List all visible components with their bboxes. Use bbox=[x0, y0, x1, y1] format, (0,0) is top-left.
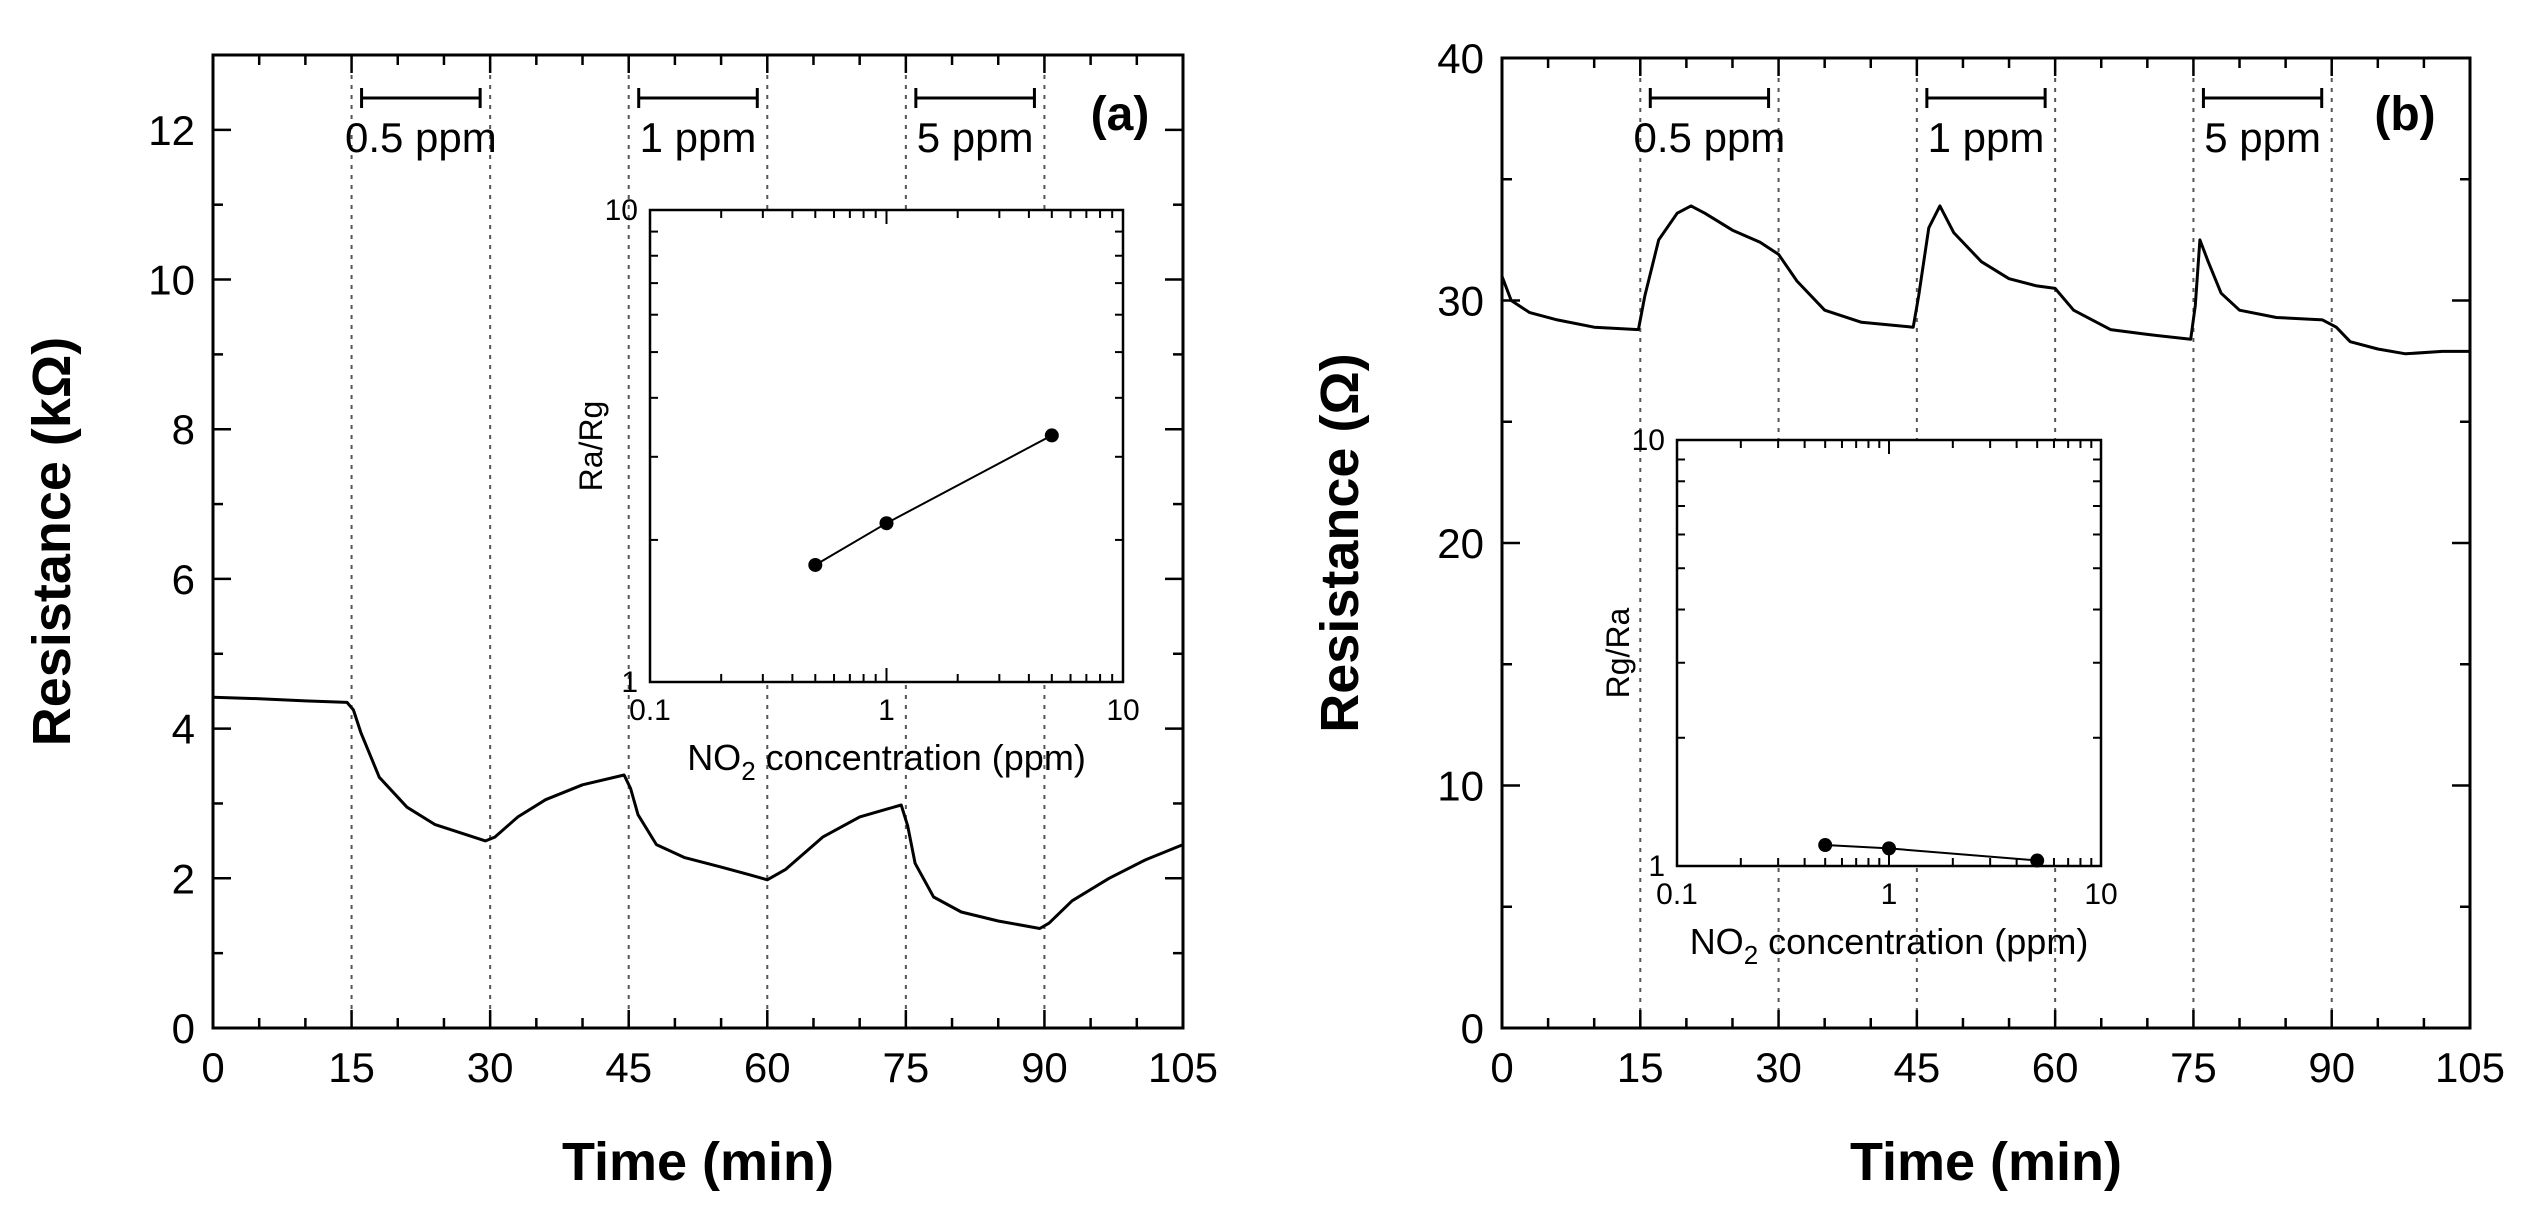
y-axis-label: Resistance (Ω) bbox=[1310, 353, 1370, 732]
inset-y-tick-label: 1 bbox=[1648, 850, 1665, 883]
y-tick-label: 8 bbox=[172, 406, 195, 453]
panel-label: (b) bbox=[2374, 88, 2435, 141]
exposure-label: 0.5 ppm bbox=[1634, 114, 1786, 161]
y-tick-label: 6 bbox=[172, 556, 195, 603]
inset-x-tick-label: 1 bbox=[878, 694, 895, 727]
plot-frame bbox=[211, 53, 1185, 1030]
x-axis-label: Time (min) bbox=[1850, 1132, 2122, 1192]
inset-data-point bbox=[1882, 841, 1896, 856]
y-axis-label: Resistance (kΩ) bbox=[22, 337, 82, 746]
exposure-label: 1 ppm bbox=[640, 114, 757, 161]
y-tick-label: 10 bbox=[1437, 763, 1484, 810]
inset-x-label-main: NO bbox=[1690, 921, 1744, 962]
inset-data-point bbox=[808, 557, 823, 572]
x-tick-label: 75 bbox=[882, 1044, 929, 1091]
inset-x-label-subscript: 2 bbox=[1744, 940, 1758, 970]
y-tick-label: 40 bbox=[1437, 35, 1484, 82]
x-tick-label: 0 bbox=[1490, 1044, 1513, 1091]
exposure-label: 5 ppm bbox=[2204, 114, 2321, 161]
y-tick-label: 12 bbox=[148, 107, 195, 154]
inset-data-point bbox=[1818, 838, 1833, 853]
inset-x-label-rest: concentration (ppm) bbox=[756, 737, 1086, 778]
x-tick-label: 30 bbox=[1755, 1044, 1802, 1091]
inset-frame bbox=[1675, 438, 2103, 868]
y-tick-label: 0 bbox=[172, 1005, 195, 1052]
exposure-label: 0.5 ppm bbox=[345, 114, 497, 161]
panel-label: (a) bbox=[1091, 88, 1150, 141]
y-tick-label: 30 bbox=[1437, 278, 1484, 325]
inset-x-tick-label: 0.1 bbox=[1656, 878, 1698, 911]
y-tick-label: 0 bbox=[1461, 1005, 1484, 1052]
y-tick-label: 20 bbox=[1437, 520, 1484, 567]
x-tick-label: 105 bbox=[1148, 1044, 1218, 1091]
inset-y-axis-label: Ra/Rg bbox=[573, 401, 609, 492]
inset-y-tick-label: 1 bbox=[621, 666, 638, 699]
inset-x-tick-label: 10 bbox=[2084, 878, 2117, 911]
inset-x-label-main: NO bbox=[687, 737, 741, 778]
x-tick-label: 90 bbox=[2308, 1044, 2355, 1091]
x-tick-label: 30 bbox=[467, 1044, 514, 1091]
x-tick-label: 105 bbox=[2435, 1044, 2505, 1091]
inset-data-point bbox=[2030, 853, 2045, 868]
y-tick-label: 10 bbox=[148, 257, 195, 304]
x-tick-label: 60 bbox=[2032, 1044, 2079, 1091]
inset-x-tick-label: 1 bbox=[1881, 878, 1898, 911]
x-tick-label: 90 bbox=[1021, 1044, 1068, 1091]
y-tick-label: 4 bbox=[172, 706, 195, 753]
inset-x-axis-label: NO2 concentration (ppm) bbox=[687, 737, 1086, 786]
inset-x-tick-label: 10 bbox=[1106, 694, 1139, 727]
inset-y-axis-label: Rg/Ra bbox=[1600, 607, 1636, 698]
inset-frame bbox=[648, 208, 1125, 684]
y-tick-label: 2 bbox=[172, 855, 195, 902]
x-tick-label: 15 bbox=[328, 1044, 375, 1091]
x-tick-label: 60 bbox=[744, 1044, 791, 1091]
x-tick-label: 45 bbox=[605, 1044, 652, 1091]
inset-x-label-subscript: 2 bbox=[741, 756, 755, 786]
resistance-series-line bbox=[1500, 204, 2470, 356]
x-tick-label: 45 bbox=[1893, 1044, 1940, 1091]
x-tick-label: 15 bbox=[1617, 1044, 1664, 1091]
exposure-label: 1 ppm bbox=[1928, 114, 2045, 161]
inset-data-point bbox=[1044, 428, 1059, 443]
inset-x-tick-label: 0.1 bbox=[629, 694, 671, 727]
inset-y-tick-label: 10 bbox=[1632, 424, 1665, 457]
x-tick-label: 75 bbox=[2170, 1044, 2217, 1091]
exposure-label: 5 ppm bbox=[917, 114, 1034, 161]
inset-y-tick-label: 10 bbox=[605, 194, 638, 227]
x-tick-label: 0 bbox=[201, 1044, 224, 1091]
inset-data-point bbox=[879, 516, 894, 531]
inset-x-axis-label: NO2 concentration (ppm) bbox=[1690, 921, 2089, 970]
resistance-series-line bbox=[212, 695, 1184, 930]
panel-b: 0 10 20 30 40 0 15 30 45 60 75 90 105 Time (min) Resis… bbox=[1310, 35, 2505, 1192]
x-axis-label: Time (min) bbox=[562, 1132, 834, 1192]
inset-x-label-rest: concentration (ppm) bbox=[1758, 921, 2088, 962]
